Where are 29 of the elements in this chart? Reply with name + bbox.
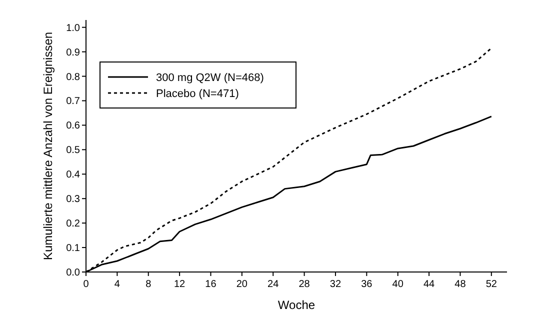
x-tick-label: 24: [268, 279, 280, 290]
y-tick-label: 0.6: [66, 120, 80, 132]
y-tick-label: 0.0: [66, 268, 80, 278]
x-axis-title: Woche: [278, 298, 316, 312]
legend-label: Placebo (N=471): [156, 88, 239, 100]
x-tick-label: 8: [146, 279, 152, 290]
y-tick-label: 0.5: [66, 145, 80, 156]
y-tick-label: 0.8: [66, 72, 80, 83]
y-tick-label: 1.0: [66, 22, 80, 34]
y-tick-label: 0.1: [66, 243, 80, 254]
y-axis-title: Kumulierte mittlere Anzahl von Ereignissen: [41, 32, 55, 260]
x-tick-label: 16: [205, 279, 217, 290]
x-tick-label: 20: [236, 279, 248, 290]
y-tick-label: 0.4: [66, 170, 80, 181]
x-tick-label: 36: [361, 279, 373, 290]
x-tick-label: 28: [298, 279, 310, 290]
x-tick-label: 4: [114, 279, 120, 290]
y-tick-label: 0.2: [66, 218, 80, 230]
y-tick-label: 0.7: [66, 96, 80, 108]
x-tick-label: 32: [330, 279, 342, 290]
x-tick-label: 52: [486, 279, 498, 290]
x-tick-label: 12: [174, 279, 186, 290]
x-tick-label: 0: [83, 279, 90, 290]
y-tick-label: 0.9: [66, 47, 80, 58]
y-tick-label: 0.3: [66, 194, 80, 206]
x-tick-label: 40: [392, 279, 404, 290]
x-tick-label: 48: [454, 279, 466, 290]
legend-label: 300 mg Q2W (N=468): [156, 72, 264, 84]
x-tick-label: 44: [423, 279, 436, 290]
